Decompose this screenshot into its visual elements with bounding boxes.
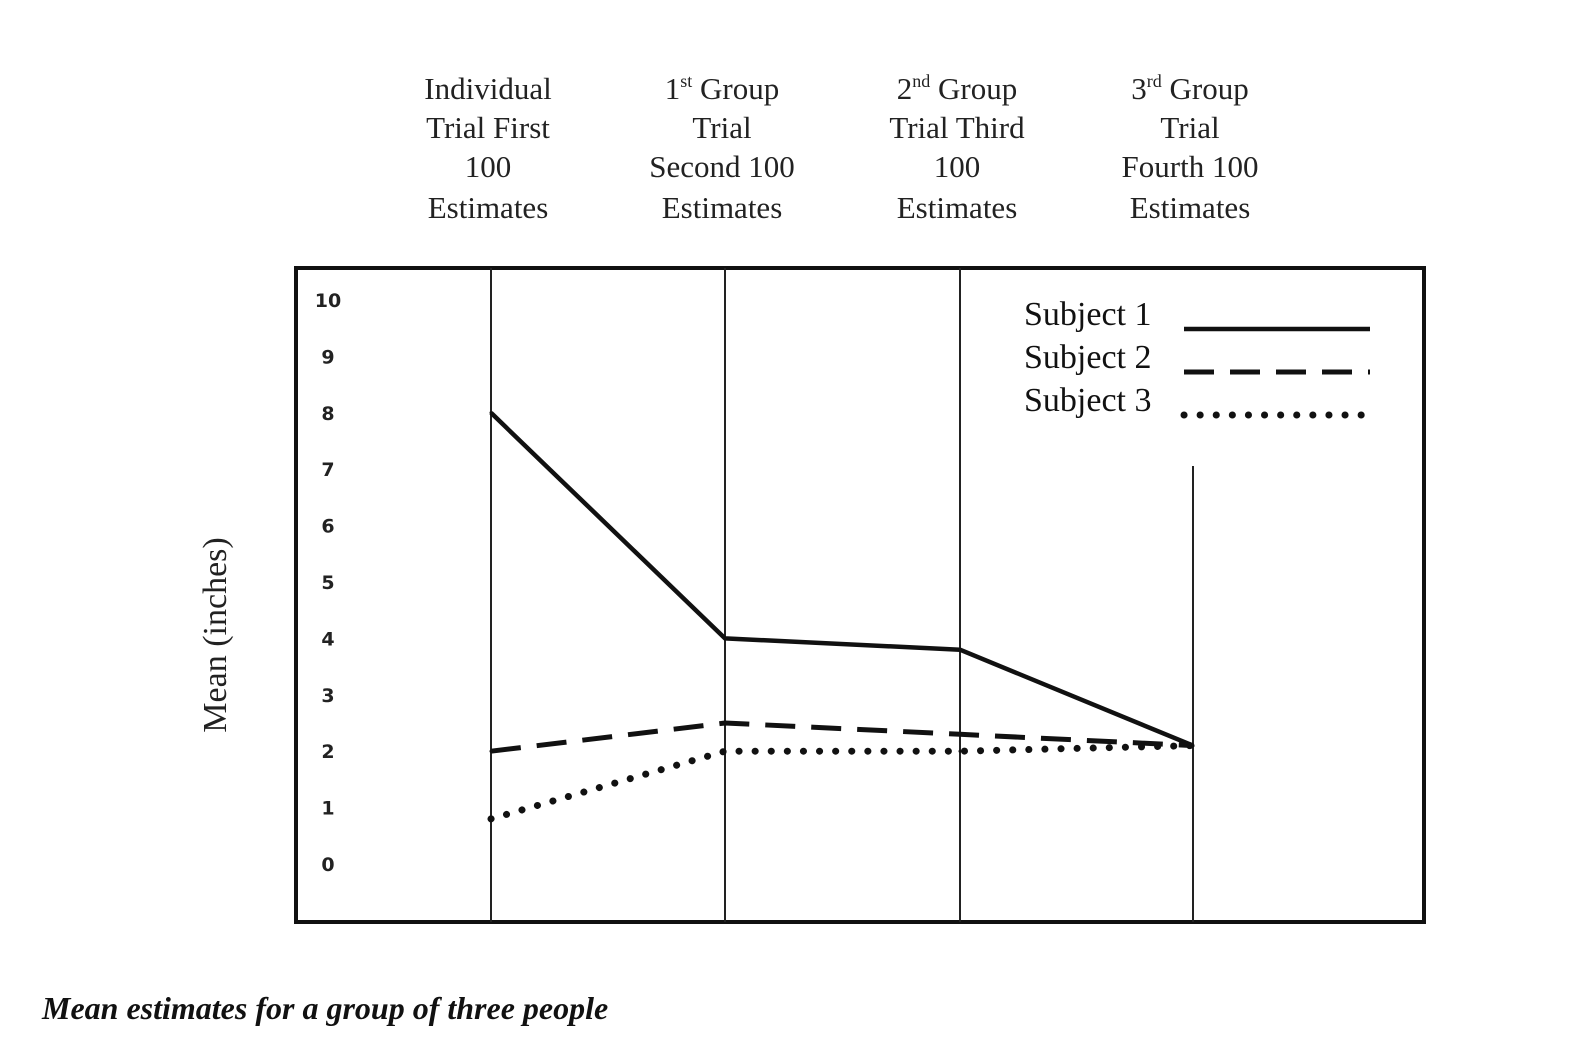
- data-point: [723, 721, 727, 725]
- series-line-1: [489, 411, 1194, 748]
- y-tick-label: 9: [321, 346, 334, 368]
- series-line-2: [490, 720, 1194, 754]
- y-tick-label: 2: [321, 741, 334, 763]
- data-point: [1191, 744, 1195, 748]
- y-tick-label: 5: [321, 572, 334, 594]
- data-point: [489, 817, 493, 821]
- data-point: [489, 411, 493, 415]
- legend-label: Subject 2: [1024, 339, 1151, 376]
- y-tick-label: 4: [321, 628, 334, 650]
- x-category-label: 3rd Group Trial Fourth 100 Estimates: [1122, 71, 1259, 225]
- y-tick-label: 7: [321, 459, 334, 481]
- data-point: [723, 749, 727, 753]
- data-point: [723, 636, 727, 640]
- y-axis-label: Mean (inches): [197, 537, 234, 732]
- y-tick-label: 10: [315, 290, 341, 312]
- figure-caption: Mean estimates for a group of three peop…: [42, 990, 609, 1026]
- y-tick-label: 1: [321, 798, 334, 820]
- data-point: [958, 732, 962, 736]
- data-point: [958, 648, 962, 652]
- x-category-label: 2nd Group Trial Third 100 Estimates: [889, 71, 1025, 225]
- data-point: [958, 749, 962, 753]
- y-tick-label: 0: [321, 854, 334, 876]
- y-tick-label: 8: [321, 403, 334, 425]
- plot-frame: [294, 266, 1426, 924]
- series-line-3: [487, 742, 1197, 823]
- legend-label: Subject 1: [1024, 296, 1151, 333]
- x-category-label: Individual Trial First 100 Estimates: [424, 71, 551, 225]
- x-category-label: 1st Group Trial Second 100 Estimates: [649, 71, 795, 225]
- data-point: [489, 749, 493, 753]
- legend-label: Subject 3: [1024, 382, 1151, 419]
- y-tick-label: 3: [321, 685, 334, 707]
- y-tick-label: 6: [321, 516, 334, 538]
